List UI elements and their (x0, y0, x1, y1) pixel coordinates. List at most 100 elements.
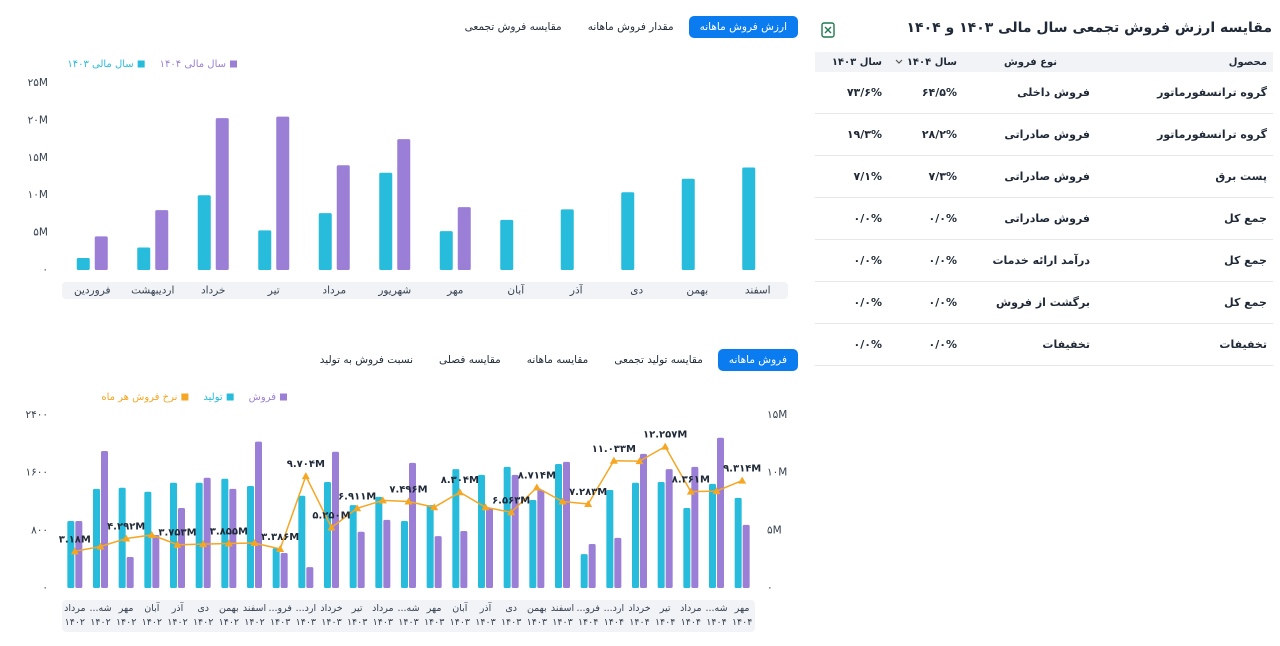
bar (563, 461, 570, 588)
table-cell: فروش صادراتی (963, 197, 1098, 240)
table-cell: ۶۴/۵% (888, 72, 963, 114)
legend-swatch (280, 393, 287, 401)
line-marker (327, 523, 336, 531)
bar (229, 488, 237, 588)
bar (717, 437, 724, 588)
line-marker (173, 540, 182, 548)
y2-tick-label: ۱۰M (767, 467, 787, 479)
export-icon[interactable] (821, 22, 835, 38)
bar (606, 489, 614, 588)
bar (118, 487, 126, 588)
y-tick-label: ۵M (33, 227, 48, 239)
x-tick-label: ارد... ۱۴۰۴ (603, 603, 625, 628)
table-cell: گروه ترانسفورماتور (1098, 113, 1273, 156)
line-marker (122, 534, 131, 542)
tab[interactable]: مقایسه ماهانه (526, 354, 589, 366)
legend-label: فروش (249, 392, 277, 403)
x-tick-label: اردیبهشت (131, 285, 174, 297)
data-label: ۳.۸۵۵M (210, 527, 248, 538)
bar (126, 557, 134, 588)
bar (460, 531, 468, 588)
bar (434, 536, 442, 588)
bar (152, 535, 160, 588)
data-label: ۶.۵۶۳M (492, 495, 530, 506)
bar (580, 554, 588, 588)
bar (324, 482, 331, 588)
x-tick-label: مهر ۱۴۰۴ (731, 603, 753, 628)
bar (500, 219, 514, 270)
bar (255, 441, 262, 588)
data-label: ۱۱.۰۳۳M (592, 444, 636, 455)
line-marker (609, 456, 618, 464)
table-row: تخفیفات تخفیفات ۰/۰% ۰/۰% (815, 323, 1273, 366)
column-header[interactable]: سال ۱۴۰۴ (888, 52, 963, 72)
x-tick-label: شه... ۱۴۰۳ (397, 603, 420, 628)
line-marker (224, 539, 233, 547)
tab[interactable]: مقدار فروش ماهانه (587, 21, 674, 33)
bar (397, 139, 411, 270)
tab[interactable]: مقایسه تولید تجمعی (614, 354, 703, 366)
tab[interactable]: نسبت فروش به تولید (319, 354, 414, 366)
line-marker (70, 547, 79, 555)
table-title: مقایسه ارزش فروش تجمعی سال مالی ۱۴۰۳ و ۱… (906, 20, 1272, 36)
x-tick-label: دی ۱۴۰۲ (192, 603, 214, 628)
x-tick-label: مرداد ۱۴۰۲ (64, 603, 86, 628)
bar (681, 178, 695, 270)
tab[interactable]: مقایسه فروش تجمعی (464, 21, 562, 33)
bar (195, 482, 203, 588)
bar (511, 474, 519, 588)
bar (276, 116, 290, 270)
bar (537, 489, 545, 588)
tab[interactable]: مقایسه فصلی (439, 354, 501, 366)
data-label: ۳.۱۸M (59, 534, 91, 545)
sales-table: محصول نوع فروش سال ۱۴۰۴ سال ۱۴۰۳ گروه تر… (815, 52, 1273, 366)
x-tick-label: فرو... ۱۴۰۴ (576, 603, 600, 628)
x-tick-label: اسفند ۱۴۰۲ (242, 603, 267, 628)
tab[interactable]: فروش ماهانه (717, 349, 798, 371)
x-tick-label: دی (630, 285, 643, 297)
column-header: سال ۱۴۰۳ (815, 52, 888, 72)
bar (478, 474, 485, 588)
line-marker (507, 508, 516, 516)
bar (683, 507, 691, 588)
legend-swatch (230, 60, 237, 68)
x-tick-label: فروردین (74, 285, 111, 297)
bar (306, 567, 314, 588)
bar (734, 497, 742, 588)
charts: ۰ ۵M ۱۰M ۱۵M ۲۰M ۲۵M فروردین اردیبهشت خرداد تیر مر… (25, 59, 788, 632)
y-tick-label: ۱۰M (28, 189, 48, 201)
bar (457, 207, 471, 270)
bar (383, 519, 391, 588)
x-tick-label: آبان (507, 284, 525, 297)
x-tick-label: آذر ۱۴۰۳ (475, 603, 496, 628)
tab[interactable]: ارزش فروش ماهانه (688, 16, 798, 38)
table-cell: ۱۹/۳% (815, 113, 888, 156)
x-tick-label: آذر (569, 284, 584, 297)
bar (665, 469, 673, 588)
table-cell: ۰/۰% (815, 239, 888, 282)
bar (75, 520, 83, 588)
line-marker (147, 530, 156, 538)
bar (215, 118, 229, 270)
table-row: گروه ترانسفورماتور فروش داخلی ۶۴/۵% ۷۳/۶% (815, 72, 1273, 114)
data-label: ۸.۳۰۴M (441, 475, 479, 486)
x-tick-label: اسفند ۱۴۰۳ (550, 603, 575, 628)
x-tick-label: خرداد (201, 285, 226, 297)
data-label: ۹.۷۰۴M (287, 459, 325, 470)
bar (178, 507, 185, 588)
line-marker (199, 540, 208, 548)
data-label: ۷.۴۹۶M (389, 485, 427, 496)
bar (137, 247, 151, 270)
line-marker (455, 488, 464, 496)
x-tick-label: مهر ۱۴۰۲ (115, 603, 137, 628)
x-tick-label: تیر ۱۴۰۴ (654, 603, 676, 628)
line-marker (635, 457, 644, 465)
bar (439, 231, 453, 270)
bar (144, 491, 152, 588)
data-label: ۸.۳۶۱M (672, 475, 710, 486)
bar (555, 464, 562, 588)
x-tick-label: آبان ۱۴۰۲ (141, 603, 163, 628)
data-label: ۸.۷۱۴M (518, 470, 556, 481)
line-marker (481, 503, 490, 511)
y2-tick-label: ۱۵M (767, 409, 787, 421)
